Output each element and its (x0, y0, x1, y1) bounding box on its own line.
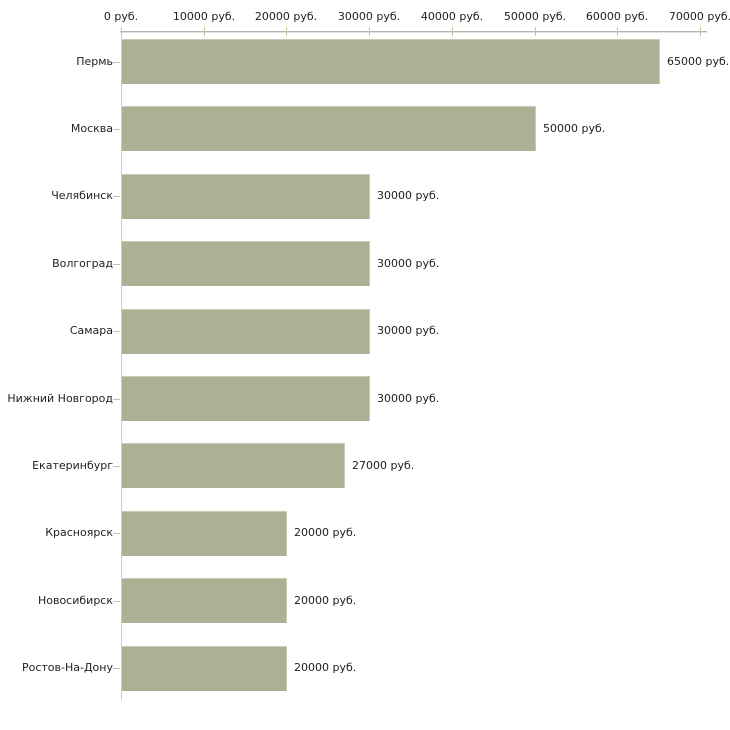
bar (122, 174, 370, 219)
y-axis-tick (113, 264, 120, 265)
value-label: 30000 руб. (377, 189, 440, 202)
value-label: 20000 руб. (294, 526, 357, 539)
category-label: Москва (70, 122, 113, 135)
bar (122, 309, 370, 354)
x-axis-tick (121, 27, 122, 36)
bar (122, 241, 370, 286)
bar (122, 511, 287, 556)
y-axis-tick (113, 129, 120, 130)
category-label: Ростов-На-Дону (21, 661, 113, 674)
y-axis-tick (113, 331, 120, 332)
x-axis-tick-label: 0 руб. (103, 10, 139, 23)
y-axis-tick (113, 466, 120, 467)
category-label: Екатеринбург (32, 459, 113, 472)
bar (122, 376, 370, 421)
bar (122, 443, 345, 488)
value-label: 20000 руб. (294, 594, 357, 607)
x-axis-tick-label: 10000 руб. (172, 10, 236, 23)
x-axis-tick-label: 60000 руб. (585, 10, 649, 23)
x-axis-tick (617, 27, 618, 36)
value-label: 20000 руб. (294, 661, 357, 674)
x-axis-line-shadow (120, 32, 707, 33)
category-label: Пермь (76, 55, 113, 68)
value-label: 30000 руб. (377, 324, 440, 337)
x-axis-tick-label: 40000 руб. (420, 10, 484, 23)
x-axis-tick (452, 27, 453, 36)
x-axis-tick (535, 27, 536, 36)
bar (122, 106, 536, 151)
y-axis-tick (113, 533, 120, 534)
x-axis-tick-label: 30000 руб. (337, 10, 401, 23)
x-axis-tick (700, 27, 701, 36)
value-label: 27000 руб. (352, 459, 415, 472)
x-axis-tick-label: 20000 руб. (254, 10, 318, 23)
bar (122, 578, 287, 623)
x-axis-tick (369, 27, 370, 36)
y-axis-tick (113, 601, 120, 602)
y-axis-tick (113, 62, 120, 63)
category-label: Самара (69, 324, 113, 337)
y-axis-tick (113, 399, 120, 400)
category-label: Красноярск (45, 526, 113, 539)
x-axis-tick-label: 50000 руб. (503, 10, 567, 23)
x-axis-tick-label: 70000 руб. (668, 10, 730, 23)
y-axis-tick (113, 196, 120, 197)
category-label: Новосибирск (37, 594, 113, 607)
category-label: Нижний Новгород (7, 392, 113, 405)
value-label: 65000 руб. (667, 55, 730, 68)
category-label: Волгоград (52, 257, 113, 270)
y-axis-tick (113, 668, 120, 669)
value-label: 50000 руб. (543, 122, 606, 135)
y-axis-line (121, 31, 122, 700)
x-axis-line (120, 31, 707, 32)
x-axis-tick (286, 27, 287, 36)
category-label: Челябинск (51, 189, 113, 202)
x-axis-tick (204, 27, 205, 36)
bar (122, 39, 660, 84)
value-label: 30000 руб. (377, 257, 440, 270)
bar (122, 646, 287, 691)
value-label: 30000 руб. (377, 392, 440, 405)
